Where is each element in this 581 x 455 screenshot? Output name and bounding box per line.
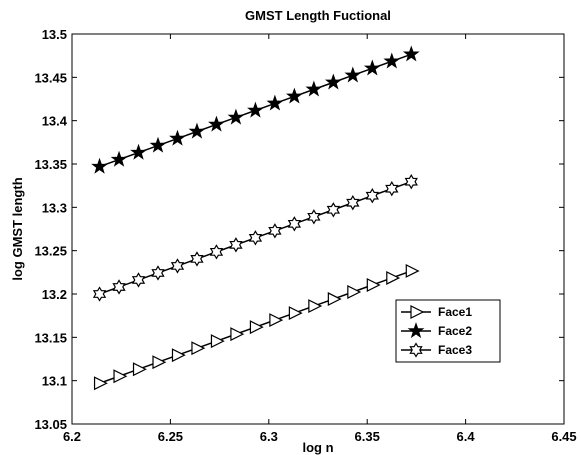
data-point (171, 348, 186, 363)
series-face1 (93, 263, 420, 391)
data-point (208, 115, 225, 132)
data-point (385, 181, 399, 197)
data-point (190, 251, 204, 267)
data-point (305, 80, 323, 97)
data-point (366, 278, 381, 292)
data-point (209, 244, 224, 260)
y-tick-label: 13.3 (42, 200, 67, 215)
series-face3 (92, 174, 418, 302)
data-point (248, 230, 263, 246)
data-point (268, 223, 282, 239)
data-point (347, 285, 362, 299)
legend-label: Face2 (438, 324, 472, 338)
data-point (324, 73, 342, 90)
data-point (269, 313, 284, 328)
y-tick-label: 13.1 (42, 374, 67, 389)
x-axis-title: log n (302, 440, 333, 455)
data-point (344, 66, 362, 83)
data-point (230, 327, 245, 342)
data-point (169, 129, 186, 146)
y-axis: 13.05 13.1 13.15 13.2 13.25 13.3 13.35 13.4 13.4… (34, 27, 564, 432)
data-point (191, 341, 206, 356)
data-point (405, 263, 420, 278)
y-tick-label: 13.15 (34, 330, 67, 345)
y-tick-label: 13.35 (34, 157, 67, 172)
data-point (113, 369, 128, 384)
data-point (386, 270, 401, 285)
y-tick-label: 13.2 (42, 287, 67, 302)
data-point (285, 87, 303, 104)
data-point (151, 265, 165, 281)
x-axis: 6.2 6.25 6.3 6.35 6.4 6.45 (63, 34, 577, 444)
plot-area (71, 33, 565, 425)
series-face2 (91, 45, 420, 174)
legend-item: Face2 (401, 322, 472, 339)
legend: Face1 Face2 Face3 (395, 299, 501, 363)
data-point (288, 306, 303, 321)
x-tick-label: 6.35 (355, 429, 380, 444)
data-point (287, 216, 302, 232)
data-point (247, 101, 264, 118)
data-point (365, 188, 379, 204)
legend-item: Face3 (401, 342, 472, 358)
data-point (229, 237, 243, 253)
data-point (404, 174, 418, 190)
legend-marker (409, 342, 423, 358)
y-tick-label: 13.5 (42, 27, 67, 42)
x-tick-label: 6.45 (551, 429, 576, 444)
data-point (363, 59, 381, 76)
data-point (210, 334, 225, 349)
data-point (93, 376, 108, 391)
data-point (92, 286, 107, 302)
legend-marker (407, 322, 425, 339)
data-point (170, 258, 185, 274)
legend-label: Face1 (438, 305, 472, 319)
data-point (91, 157, 108, 174)
legend-item: Face1 (401, 305, 472, 319)
data-point (131, 272, 146, 288)
data-point (188, 122, 206, 139)
data-point (149, 136, 167, 153)
data-point (307, 209, 321, 225)
data-point (327, 292, 342, 306)
data-point (383, 52, 401, 69)
data-point (110, 150, 128, 167)
y-tick-label: 13.05 (34, 417, 67, 432)
chart-title: GMST Length Fuctional (245, 8, 391, 23)
data-point (346, 195, 360, 211)
series-layer (91, 45, 420, 391)
data-point (308, 299, 323, 314)
data-point (132, 362, 147, 377)
data-point (249, 320, 264, 335)
data-point (266, 94, 284, 111)
data-point (112, 279, 126, 295)
y-axis-title: log GMST length (10, 177, 25, 280)
data-point (227, 108, 245, 125)
y-tick-label: 13.45 (34, 70, 67, 85)
y-tick-label: 13.4 (42, 114, 68, 129)
data-point (326, 202, 341, 218)
x-tick-label: 6.4 (457, 429, 476, 444)
x-tick-label: 6.2 (63, 429, 81, 444)
x-tick-label: 6.3 (260, 429, 278, 444)
data-point (152, 355, 167, 370)
x-tick-label: 6.25 (158, 429, 183, 444)
legend-marker (410, 305, 425, 319)
legend-label: Face3 (438, 343, 472, 357)
y-tick-label: 13.25 (34, 244, 67, 259)
data-point (130, 143, 147, 160)
data-point (402, 45, 420, 62)
